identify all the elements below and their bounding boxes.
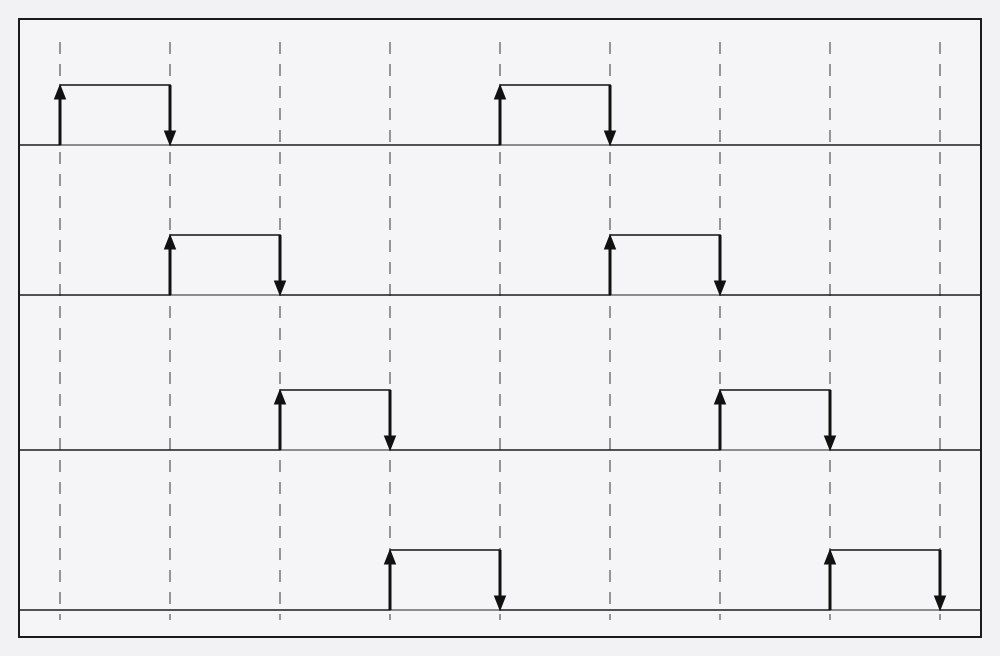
- timing-diagram-svg: [20, 20, 980, 636]
- timing-diagram-frame: { "diagram": { "type": "timing-diagram",…: [18, 18, 982, 638]
